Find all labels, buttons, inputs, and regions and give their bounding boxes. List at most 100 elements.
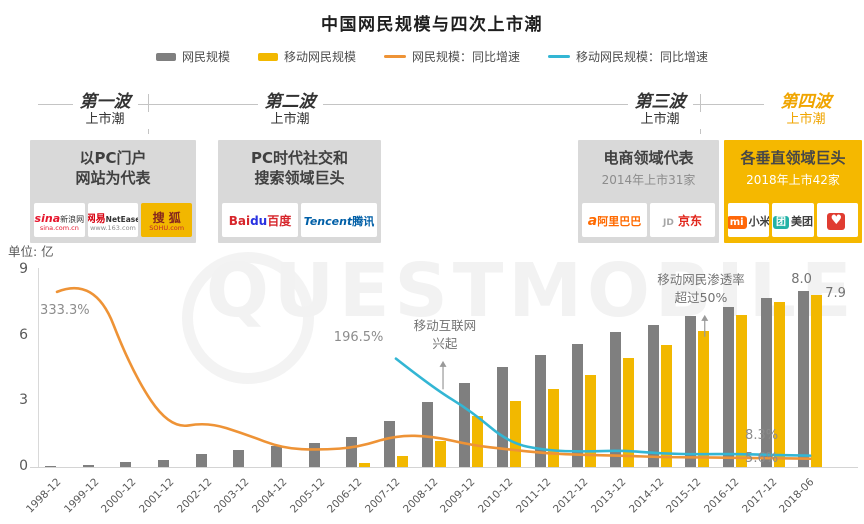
wave-2-subtitle: 上市潮 <box>230 111 350 129</box>
bar-网民规模 <box>760 298 772 467</box>
wave-3-box-title: 电商领域代表 <box>578 149 719 169</box>
logo-part: 美团 <box>790 215 813 228</box>
bar-移动网民规模 <box>660 345 672 467</box>
legend-item: 移动网民规模：同比增速 <box>548 48 708 65</box>
box-title-line: 以PC门户 <box>79 149 147 167</box>
plot-area: 333.3% 196.5% 移动互联网 兴起 移动网民渗透率 超过50% 8.3% 5.6… <box>38 270 846 467</box>
wave-1-title: 第一波 <box>72 93 138 112</box>
logo-part: 团 <box>772 216 789 229</box>
wave-3-subtitle: 上市潮 <box>600 111 720 129</box>
bar-移动网民规模 <box>773 302 785 467</box>
logo-text: JD 京东 <box>663 211 702 229</box>
wave-4-subtitle: 上市潮 <box>746 111 864 129</box>
bar-网民规模 <box>459 382 471 467</box>
wave-4-box-subtitle: 2018年上市42家 <box>746 172 840 187</box>
wave-3-title: 第三波 <box>627 93 693 112</box>
wave-2-header: 第二波 上市潮 <box>230 92 350 129</box>
axis-unit-label: 单位: 亿 <box>8 244 54 259</box>
logo-part: du <box>250 214 268 229</box>
bar-移动网民规模 <box>735 314 747 467</box>
logo-part: 网易 <box>87 213 106 225</box>
y-tick-label: 6 <box>19 326 28 343</box>
baidu-logo: Baidu百度 <box>222 203 298 237</box>
wave-2-box-title: PC时代社交和 搜索领域巨头 <box>218 149 381 188</box>
bar-网民规模 <box>383 421 395 467</box>
box-title-line: 网站为代表 <box>75 168 151 187</box>
line-移动网民规模：同比增速 <box>394 357 812 457</box>
bar-value-label: 8.0 <box>791 272 812 288</box>
logo-part: 腾讯 <box>352 215 375 229</box>
logo-part: 小米 <box>748 215 770 228</box>
bar-网民规模 <box>157 459 169 467</box>
wave-2-box: PC时代社交和 搜索领域巨头 Baidu百度 Tencent腾讯 <box>218 140 381 243</box>
bar-移动网民规模 <box>698 331 710 467</box>
netease-logo: 网易NetEase www.163.com <box>87 203 139 237</box>
line-网民规模：同比增速 <box>55 286 812 460</box>
logo-text: a阿里巴巴 <box>588 211 641 229</box>
bar-移动网民规模 <box>434 441 446 467</box>
wave-1-logos: sina新浪网 sina.com.cn 网易NetEase www.163.com 搜 … <box>34 203 193 237</box>
legend-label: 移动网民规模 <box>283 50 356 64</box>
x-axis-line <box>30 467 858 468</box>
logo-part: 新浪网 <box>60 214 85 224</box>
logo-subtext: SOHU.com <box>149 224 185 233</box>
logo-part: 阿里巴巴 <box>597 214 642 228</box>
bar-移动网民规模 <box>509 400 521 467</box>
heart-logo: ♥ <box>816 203 858 237</box>
line-swatch-icon <box>384 55 406 58</box>
legend-item: 移动网民规模 <box>257 48 356 65</box>
bar-网民规模 <box>120 461 132 467</box>
logo-text: ♥ <box>827 210 847 230</box>
jd-logo: JD 京东 <box>650 203 715 237</box>
wave-4-logos: mi 小米团美团 ♥ <box>728 203 858 237</box>
bar-value-label: 7.9 <box>825 285 846 301</box>
growth-lines <box>55 286 812 460</box>
tencent-logo: Tencent腾讯 <box>301 203 377 237</box>
chart-annotation: 5.6% <box>745 451 779 467</box>
chart-annotation: 移动互联网 兴起 <box>413 318 477 352</box>
bar-网民规模 <box>685 316 697 467</box>
legend-item: 网民规模 <box>155 48 230 65</box>
bar-网民规模 <box>346 437 358 467</box>
annotation-arrowhead-icon <box>439 360 447 367</box>
chart-annotation: 8.3% <box>745 427 779 443</box>
logo-part: Tencent <box>303 215 353 229</box>
chart-annotation: 移动网民渗透率 超过50% <box>657 272 745 306</box>
bar-网民规模 <box>609 331 621 467</box>
legend-label: 移动网民规模：同比增速 <box>576 50 709 64</box>
logo-part: mi <box>728 216 747 229</box>
annotation-arrowhead-icon <box>701 314 709 321</box>
meituan-logo: 团美团 <box>772 203 814 237</box>
wave-1-header: 第一波 上市潮 <box>45 92 165 129</box>
y-tick-label: 9 <box>19 261 28 277</box>
box-title-line: PC时代社交和 <box>250 149 348 167</box>
logo-text: sina新浪网 <box>35 208 85 226</box>
box-title-line: 搜索领域巨头 <box>254 168 345 187</box>
wave-1-box: 以PC门户 网站为代表 sina新浪网 sina.com.cn 网易NetEase ww… <box>30 140 196 243</box>
timeline-line <box>38 104 764 105</box>
wave-4-box: 各垂直领域巨头 2018年上市42家 mi 小米团美团 ♥ <box>724 140 862 243</box>
sina-logo: sina新浪网 sina.com.cn <box>34 203 85 237</box>
bar-移动网民规模 <box>396 456 408 467</box>
wave-3-box: 电商领域代表 2014年上市31家 a阿里巴巴 JD 京东 <box>578 140 719 243</box>
logo-subtext: www.163.com <box>90 224 136 233</box>
wave-1-box-title: 以PC门户 网站为代表 <box>30 149 196 188</box>
logo-part: 百度 <box>267 214 292 229</box>
wave-1-subtitle: 上市潮 <box>45 111 165 129</box>
bar-网民规模 <box>798 291 810 467</box>
logo-part: 京东 <box>673 214 702 229</box>
bar-网民规模 <box>82 465 94 467</box>
alibaba-logo: a阿里巴巴 <box>582 203 647 237</box>
bar-网民规模 <box>195 454 207 467</box>
logo-text: 网易NetEase <box>88 208 139 226</box>
chart-annotation: 333.3% <box>40 302 90 318</box>
logo-part: Bai <box>228 214 251 229</box>
bar-网民规模 <box>270 446 282 467</box>
logo-part: a <box>587 212 598 229</box>
logo-subtext: sina.com.cn <box>39 224 79 233</box>
bar-网民规模 <box>572 343 584 467</box>
box-title-line: 各垂直领域巨头 <box>740 149 846 167</box>
xiaomi-logo: mi 小米 <box>728 203 770 237</box>
page-title: 中国网民规模与四次上市潮 <box>321 15 543 35</box>
